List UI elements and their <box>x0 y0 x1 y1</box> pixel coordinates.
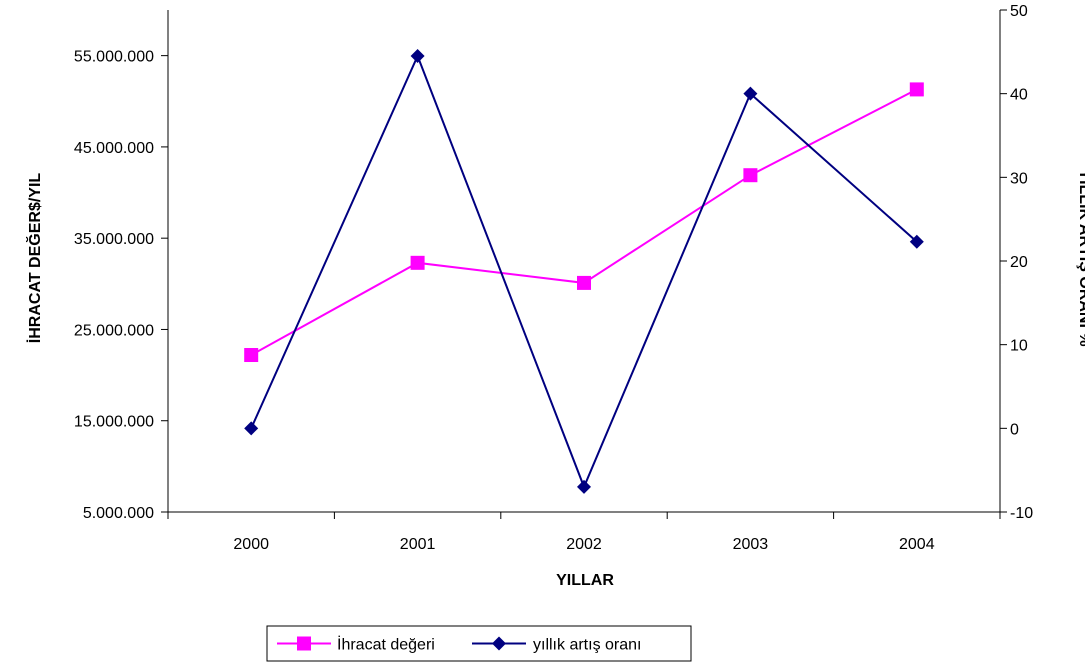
y-left-tick-label: 35.000.000 <box>74 231 154 248</box>
data-point-diamond <box>244 421 259 436</box>
x-tick-label: 2003 <box>733 536 769 553</box>
y-right-tick-label: -10 <box>1010 505 1033 522</box>
series-1 <box>244 82 924 363</box>
legend-label: İhracat değeri <box>337 635 435 654</box>
y-right-tick-label: 20 <box>1010 254 1028 271</box>
y-left-tick-label: 25.000.000 <box>74 322 154 339</box>
axes: 5.000.000 15.000.000 25.000.000 35.000.000 4… <box>74 3 1033 553</box>
series-2 <box>244 49 924 494</box>
y-left-tick-label: 5.000.000 <box>83 505 154 522</box>
y-axis-left-title: İHRACAT DEĞER$/YIL <box>25 173 44 344</box>
x-tick-label: 2000 <box>233 536 269 553</box>
y-right-tick-label: 50 <box>1010 3 1028 20</box>
y-right-tick-label: 0 <box>1010 421 1019 438</box>
x-tick-label: 2004 <box>899 536 935 553</box>
data-point-diamond <box>410 49 425 64</box>
data-point-diamond <box>909 234 924 249</box>
data-point-square <box>244 348 259 363</box>
data-point-square <box>909 82 924 97</box>
data-point-diamond <box>577 479 591 494</box>
x-tick-label: 2001 <box>400 536 436 553</box>
x-axis-title: YILLAR <box>556 572 614 589</box>
series-line <box>250 53 918 490</box>
y-right-tick-label: 10 <box>1010 338 1028 355</box>
series-line <box>250 88 918 356</box>
y-left-tick-label: 15.000.000 <box>74 414 154 431</box>
legend-item: yıllık artış oranı <box>472 636 641 654</box>
y-left-tick-label: 55.000.000 <box>74 49 154 66</box>
y-axis-right-title: YILLIK ARTIŞ ORANI % <box>1076 169 1085 346</box>
legend-marker-diamond <box>492 636 506 651</box>
legend: İhracat değeri yıllık artış oranı <box>266 625 692 662</box>
data-point-square <box>410 255 425 270</box>
y-left-tick-label: 45.000.000 <box>74 140 154 157</box>
legend-label: yıllık artış oranı <box>533 637 641 654</box>
x-tick-label: 2002 <box>566 536 602 553</box>
y-right-tick-label: 40 <box>1010 87 1028 104</box>
legend-item: İhracat değeri <box>277 635 435 654</box>
series-layer <box>244 49 924 494</box>
data-point-diamond <box>743 86 758 101</box>
data-point-square <box>577 275 591 290</box>
y-right-tick-label: 30 <box>1010 170 1028 187</box>
legend-marker-square <box>297 636 311 651</box>
data-point-square <box>743 168 758 183</box>
